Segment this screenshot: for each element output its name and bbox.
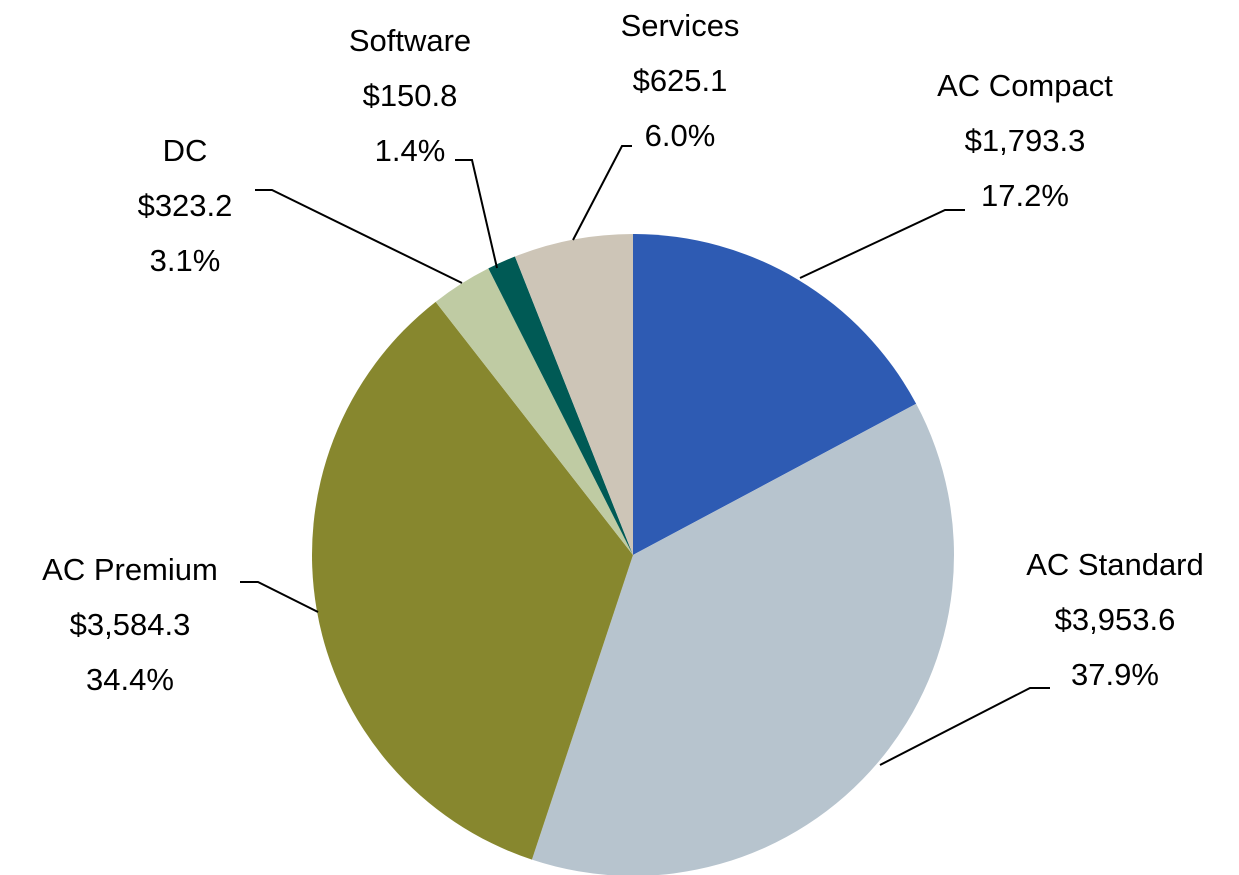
percent-label: 37.9% bbox=[1071, 657, 1159, 692]
percent-label: 1.4% bbox=[375, 133, 446, 168]
slice-label: AC Premium bbox=[42, 552, 218, 587]
leader-line bbox=[879, 687, 1050, 766]
leader-line bbox=[240, 581, 319, 613]
percent-label: 17.2% bbox=[981, 178, 1069, 213]
pie-slice bbox=[633, 234, 917, 555]
slice-label: AC Standard bbox=[1026, 547, 1204, 582]
value-label: $150.8 bbox=[363, 78, 458, 113]
percent-label: 34.4% bbox=[86, 662, 174, 697]
value-label: $1,793.3 bbox=[965, 123, 1086, 158]
slice-label: Software bbox=[349, 23, 471, 58]
pie-slice bbox=[531, 403, 954, 875]
slice-label: DC bbox=[163, 133, 208, 168]
pie-slice bbox=[514, 234, 633, 555]
value-label: $625.1 bbox=[633, 63, 728, 98]
leader-line bbox=[572, 145, 632, 241]
pie-slice bbox=[435, 268, 633, 555]
value-label: $3,953.6 bbox=[1055, 602, 1176, 637]
slice-label: AC Compact bbox=[937, 68, 1113, 103]
value-label: $323.2 bbox=[138, 188, 233, 223]
percent-label: 3.1% bbox=[150, 243, 221, 278]
leader-line bbox=[455, 159, 498, 269]
leader-line bbox=[255, 189, 463, 284]
pie-slice bbox=[312, 301, 633, 860]
slice-label: Services bbox=[621, 8, 740, 43]
pie-slice bbox=[488, 256, 633, 555]
leader-line bbox=[799, 209, 965, 279]
value-label: $3,584.3 bbox=[70, 607, 191, 642]
percent-label: 6.0% bbox=[645, 118, 716, 153]
